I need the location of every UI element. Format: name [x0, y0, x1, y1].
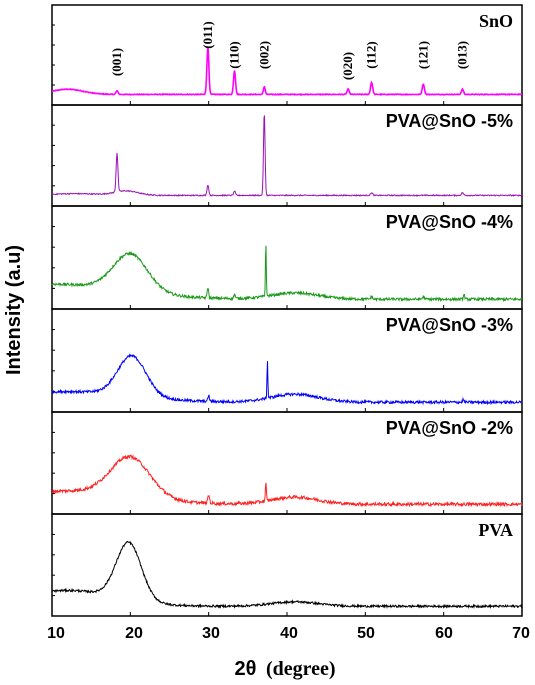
x-tick-label-10: 10: [47, 625, 65, 642]
x-axis-title: 2θ (degree): [234, 658, 335, 680]
peak-label-6: (121): [415, 41, 430, 69]
x-axis-title-symbol: 2θ: [234, 658, 256, 680]
series-label-0: SnO: [479, 11, 513, 31]
series-label-2: PVA@SnO -4%: [386, 212, 513, 232]
panel-2: PVA@SnO -4%: [51, 205, 523, 310]
x-tick-label-20: 20: [125, 625, 143, 642]
series-trace-0: [51, 47, 523, 96]
series-label-5: PVA: [478, 520, 513, 540]
peak-label-3: (002): [256, 41, 271, 69]
peak-label-7: (013): [455, 41, 470, 69]
peak-label-4: (020): [340, 52, 355, 80]
panel-3: PVA@SnO -3%: [51, 308, 523, 413]
series-trace-1: [51, 115, 523, 197]
panel-5: PVA: [51, 513, 523, 617]
x-tick-label-60: 60: [435, 625, 453, 642]
series-trace-3: [51, 353, 523, 406]
series-label-3: PVA@SnO -3%: [386, 315, 513, 335]
peak-label-5: (112): [364, 41, 379, 68]
x-tick-labels: 10 20 30 40 50 60 70: [47, 625, 530, 642]
series-trace-5: [51, 540, 523, 610]
x-tick-label-70: 70: [512, 625, 530, 642]
peak-label-1: (011): [200, 21, 215, 48]
x-tick-label-50: 50: [357, 625, 375, 642]
series-label-1: PVA@SnO -5%: [386, 111, 513, 131]
series-trace-4: [51, 454, 523, 508]
x-axis-title-unit: (degree): [266, 658, 336, 680]
series-label-4: PVA@SnO -2%: [386, 418, 513, 438]
y-axis-title: Intensity (a.u): [3, 245, 25, 375]
x-tick-label-40: 40: [280, 625, 298, 642]
x-tick-label-30: 30: [202, 625, 220, 642]
series-trace-2: [51, 245, 523, 303]
peak-label-0: (001): [109, 48, 124, 76]
panel-1: PVA@SnO -5%: [51, 104, 523, 207]
stacked-panels: SnO (001) (011) (110) (002) (020) (112) (121) (0…: [51, 4, 523, 617]
peak-label-2: (110): [227, 41, 242, 68]
panel-0: SnO (001) (011) (110) (002) (020) (112) (121) (0…: [51, 4, 523, 106]
panel-4: PVA@SnO -2%: [51, 411, 523, 515]
